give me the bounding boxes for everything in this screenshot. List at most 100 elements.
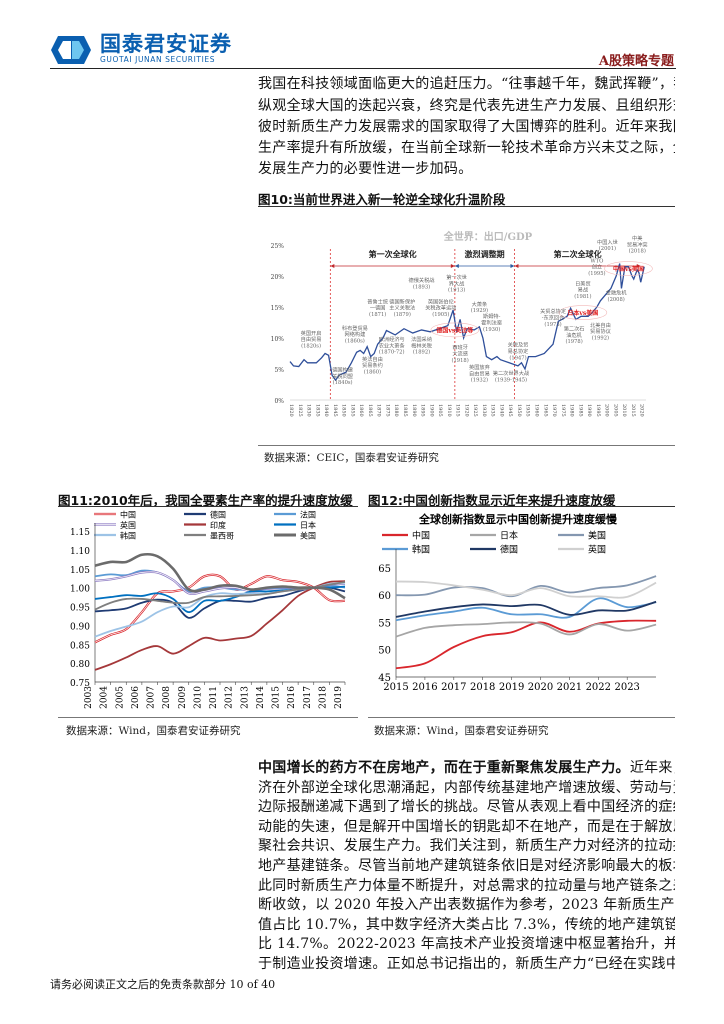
annotation-line: 易总协定 <box>508 347 529 355</box>
annotation-line: (1871) <box>369 311 386 318</box>
x-tick-label: 1865 <box>367 404 373 417</box>
x-tick-label: 1835 <box>314 404 320 417</box>
logo-mark-icon <box>50 35 92 64</box>
annotation-line: (1870-72) <box>379 349 405 356</box>
annotation-label: 德国新保护主义关税法(1879) <box>389 297 415 318</box>
legend-label: 印度 <box>210 520 226 530</box>
x-tick-label: 2012 <box>225 686 235 709</box>
x-tick-label: 1820 <box>288 404 294 417</box>
x-tick-label: 2020 <box>528 682 553 693</box>
annotation-line: (1879) <box>394 311 411 318</box>
x-tick-label: 1935 <box>490 404 496 417</box>
x-tick-label: 1960 <box>534 404 540 417</box>
figure-11-title: 图11:2010年后，我国全要素生产率的提升速度放缓 <box>58 493 353 508</box>
line-text: 聚社会共识、发展生产力。我们关注到，新质生产力对经济的拉动接近传统 <box>258 838 675 855</box>
text-line: 边际报酬递减下遇到了增长的挑战。尽管从表观上看中国经济的症结在地产 <box>258 796 675 816</box>
x-tick-label: 1825 <box>297 404 303 417</box>
y-tick-label: 0% <box>274 398 284 405</box>
period-label: 激烈调整期 <box>465 249 505 259</box>
text-line: 比 14.7%。2022-2023 年高技术产业投资增速中枢显著抬升，并开始长期… <box>258 933 675 953</box>
x-tick-label: 2010 <box>193 686 203 709</box>
annotation-line: (1939-1945) <box>495 377 527 384</box>
x-tick-label: 1830 <box>306 404 312 417</box>
figure-12-title: 图12:中国创新指数显示近年来提升速度放缓 <box>368 493 616 508</box>
legend-label: 英国 <box>120 520 136 530</box>
annotation-label: 科布登贸易网络构建(1860s) <box>342 324 368 345</box>
x-tick-label: 2023 <box>614 682 639 693</box>
annotation-line: 德俄关税战 <box>409 276 436 284</box>
annotation-line: (1918) <box>451 357 468 364</box>
x-tick-label: 2018 <box>318 686 328 709</box>
annotation-line: 西班牙 <box>452 343 468 351</box>
series-line <box>395 621 657 638</box>
annotation-line: 日美贸 <box>575 279 591 287</box>
x-tick-label: 1905 <box>437 404 443 417</box>
report-type: A股策略专题 <box>598 54 674 69</box>
x-tick-label: 2010 <box>621 404 627 417</box>
annotation-line: 一德国 <box>370 304 386 312</box>
annotation-line: 英国开启 <box>301 329 322 337</box>
y-tick-label: 0.90 <box>70 622 90 632</box>
x-tick-label: 1895 <box>420 404 426 417</box>
y-tick-label: 0.85 <box>70 641 90 651</box>
annotation-line: 大流感 <box>452 349 468 357</box>
annotation-line: 网络构建 <box>345 330 366 338</box>
series-line <box>94 581 346 611</box>
series-line-inner <box>94 574 346 643</box>
annotation-line: 普鲁士统 <box>367 297 388 305</box>
text-line: 动能的失速，但是解开中国增长的钥匙却不在地产，而是在于解放思想、凝 <box>258 816 675 836</box>
x-tick-label: 2011 <box>209 686 219 709</box>
text-line: 济在外部逆全球化思潮涌起，内部传统基建地产增速放缓、劳动与资本规模 <box>258 777 675 797</box>
annotation-line: 关税同盟 <box>332 372 353 380</box>
annotation-line: (1840s) <box>333 379 353 386</box>
figure-12-source: 数据来源：Wind，国泰君安证券研究 <box>374 725 549 737</box>
y-tick-label: 60 <box>378 591 391 602</box>
x-tick-label: 2003 <box>84 686 94 709</box>
series-line <box>395 619 657 670</box>
y-tick-label: 10% <box>271 336 285 343</box>
annotation-label: 西班牙大流感(1918) <box>451 343 468 364</box>
annotation-line: 关税及贸 <box>508 341 529 349</box>
x-tick-label: 2022 <box>586 682 611 693</box>
lead-sentence: 中国增长的药方不在房地产，而在于重新聚焦发展生产力。 <box>258 760 630 776</box>
divider <box>58 717 358 718</box>
arrow-head-icon <box>514 264 519 268</box>
annotation-line: 第二次石 <box>564 325 585 333</box>
annotation-line: (1929) <box>471 307 488 314</box>
annotation-line: (1860) <box>364 369 381 376</box>
x-tick-label: 1920 <box>463 404 469 417</box>
text-line: 地产基建链条。尽管当前地产建筑链条依旧是对经济影响最大的板块，但与 <box>258 855 675 875</box>
annotation-label: 中国入世(2001) <box>597 238 618 252</box>
annotation-line: 农业大萧条 <box>379 341 405 349</box>
x-tick-label: 2015 <box>383 682 408 693</box>
annotation-label: 中美贸易冲突(2018) <box>627 234 648 255</box>
annotation-line: 科布登贸易 <box>342 324 368 332</box>
x-tick-label: 2019 <box>334 686 344 709</box>
annotation-line: (1947) <box>509 354 526 361</box>
x-tick-label: 1840 <box>323 404 329 417</box>
annotation-line: 自由贸易 <box>301 335 322 343</box>
x-tick-label: 1880 <box>393 404 399 417</box>
x-tick-label: 1910 <box>446 404 452 417</box>
x-tick-label: 1980 <box>569 404 575 417</box>
header-divider <box>50 68 676 69</box>
figure-10-source: 数据来源：CEIC，国泰君安证券研究 <box>264 452 439 464</box>
annotation-line: (2008) <box>608 296 625 303</box>
line-text: 比 14.7%。2022-2023 年高技术产业投资增速中枢显著抬升，并开始长期… <box>258 936 675 953</box>
legend-label: 日本 <box>300 520 316 530</box>
chart-title: 全世界：出口/GDP <box>443 230 533 243</box>
annotation-line: 主义关税法 <box>389 304 415 312</box>
highlight-label: 日本vs美国 <box>567 309 598 317</box>
line-text: 济在外部逆全球化思潮涌起，内部传统基建地产增速放缓、劳动与资本规模 <box>258 779 675 796</box>
x-tick-label: 2016 <box>287 686 297 709</box>
x-tick-label: 1990 <box>586 404 592 417</box>
x-tick-label: 1860 <box>358 404 364 417</box>
x-tick-label: 1970 <box>551 404 557 417</box>
highlight-label: 德国vs英法等 <box>435 326 473 334</box>
annotation-line: (1973) <box>544 321 561 328</box>
annotation-label: 英国张伯伦关税改革运动(1905) <box>425 297 456 318</box>
annotation-label: 金融危机(2008) <box>606 289 628 303</box>
x-tick-label: 2018 <box>470 682 495 693</box>
x-tick-label: 2016 <box>412 682 437 693</box>
